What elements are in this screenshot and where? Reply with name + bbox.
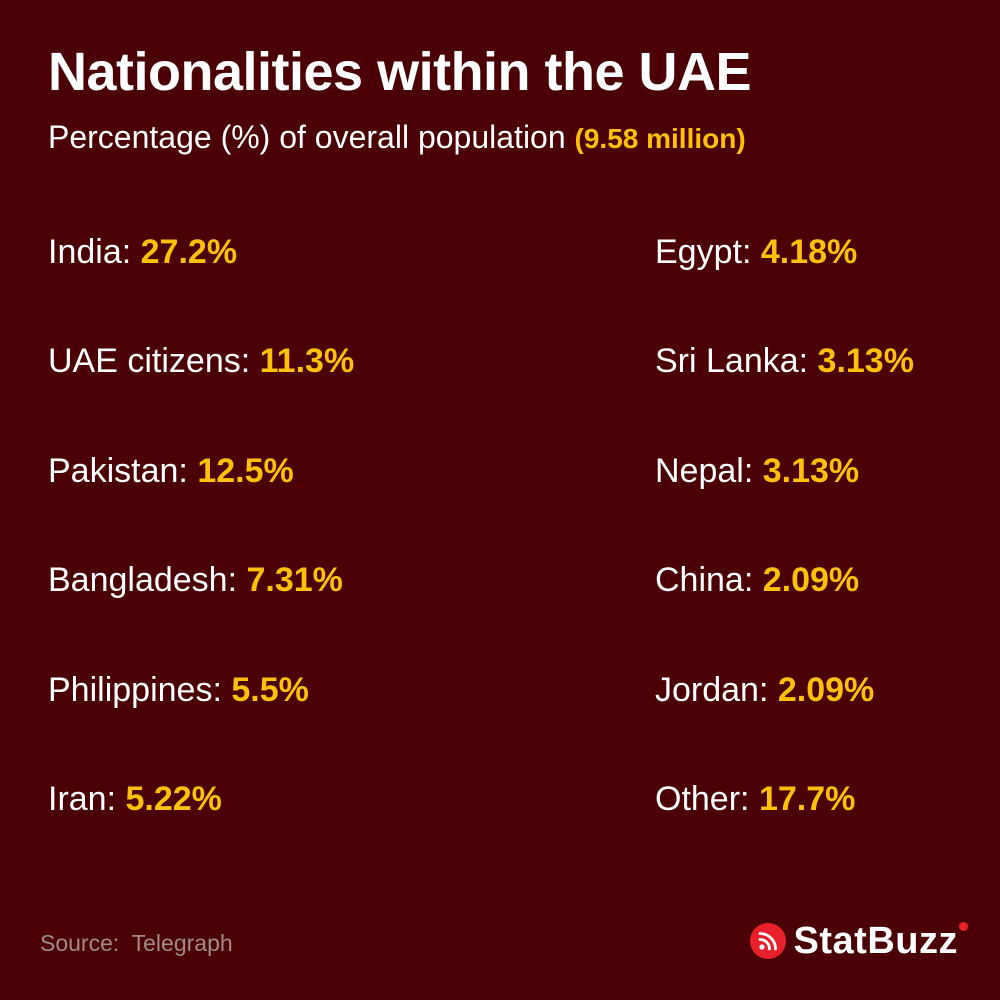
stat-label: Egypt: [655, 233, 752, 271]
stat-row: India: 27.2% [48, 227, 354, 336]
stat-value: 12.5% [197, 451, 294, 490]
page-title: Nationalities within the UAE [48, 42, 752, 102]
stat-value: 3.13% [762, 451, 860, 490]
stat-row: Philippines: 5.5% [48, 665, 354, 774]
stat-label: Philippines: [48, 670, 222, 709]
stat-row: Jordan: 2.09% [655, 665, 914, 774]
stat-value: 2.09% [762, 561, 860, 600]
source-credit: Source: Telegraph [40, 930, 233, 956]
total-population: (9.58 million) [574, 123, 746, 154]
stat-row: Sri Lanka: 3.13% [655, 336, 914, 445]
stat-value: 4.18% [760, 233, 858, 271]
stat-value: 3.13% [817, 342, 914, 381]
left-stat-column: India: 27.2% UAE citizens: 11.3% Pakista… [48, 227, 354, 883]
stat-row: Other: 17.7% [655, 774, 914, 883]
rss-icon [749, 923, 786, 959]
stat-row: Egypt: 4.18% [655, 227, 914, 336]
subtitle-text: Percentage (%) of overall population [48, 119, 566, 155]
right-stat-column: Egypt: 4.18% Sri Lanka: 3.13% Nepal: 3.1… [655, 227, 914, 883]
stat-row: Bangladesh: 7.31% [48, 555, 354, 664]
stat-label: Iran: [48, 779, 117, 818]
stat-label: China: [655, 561, 754, 600]
stat-label: Other: [655, 779, 750, 818]
stat-value: 27.2% [140, 233, 238, 271]
stat-label: UAE citizens: [48, 342, 251, 381]
stat-value: 5.5% [231, 670, 309, 709]
stat-row: Pakistan: 12.5% [48, 446, 354, 555]
stat-row: Nepal: 3.13% [655, 446, 914, 555]
brand-dot [959, 922, 968, 931]
stat-value: 11.3% [259, 342, 355, 381]
stat-value: 17.7% [758, 779, 856, 818]
stat-label: India: [48, 233, 132, 271]
brand-logo: StatBuzz [749, 916, 968, 966]
stat-value: 7.31% [246, 561, 343, 600]
stat-label: Bangladesh: [48, 561, 238, 600]
brand-name: StatBuzz [793, 919, 958, 962]
stat-label: Nepal: [655, 451, 754, 490]
page-subtitle: Percentage (%) of overall population (9.… [48, 116, 746, 160]
stat-label: Jordan: [655, 670, 769, 709]
stat-row: Iran: 5.22% [48, 774, 354, 883]
stat-row: UAE citizens: 11.3% [48, 336, 354, 445]
stat-value: 5.22% [125, 779, 222, 818]
stat-value: 2.09% [777, 670, 875, 709]
stat-label: Pakistan: [48, 451, 188, 490]
stat-row: China: 2.09% [655, 555, 914, 664]
stat-label: Sri Lanka: [655, 342, 809, 381]
